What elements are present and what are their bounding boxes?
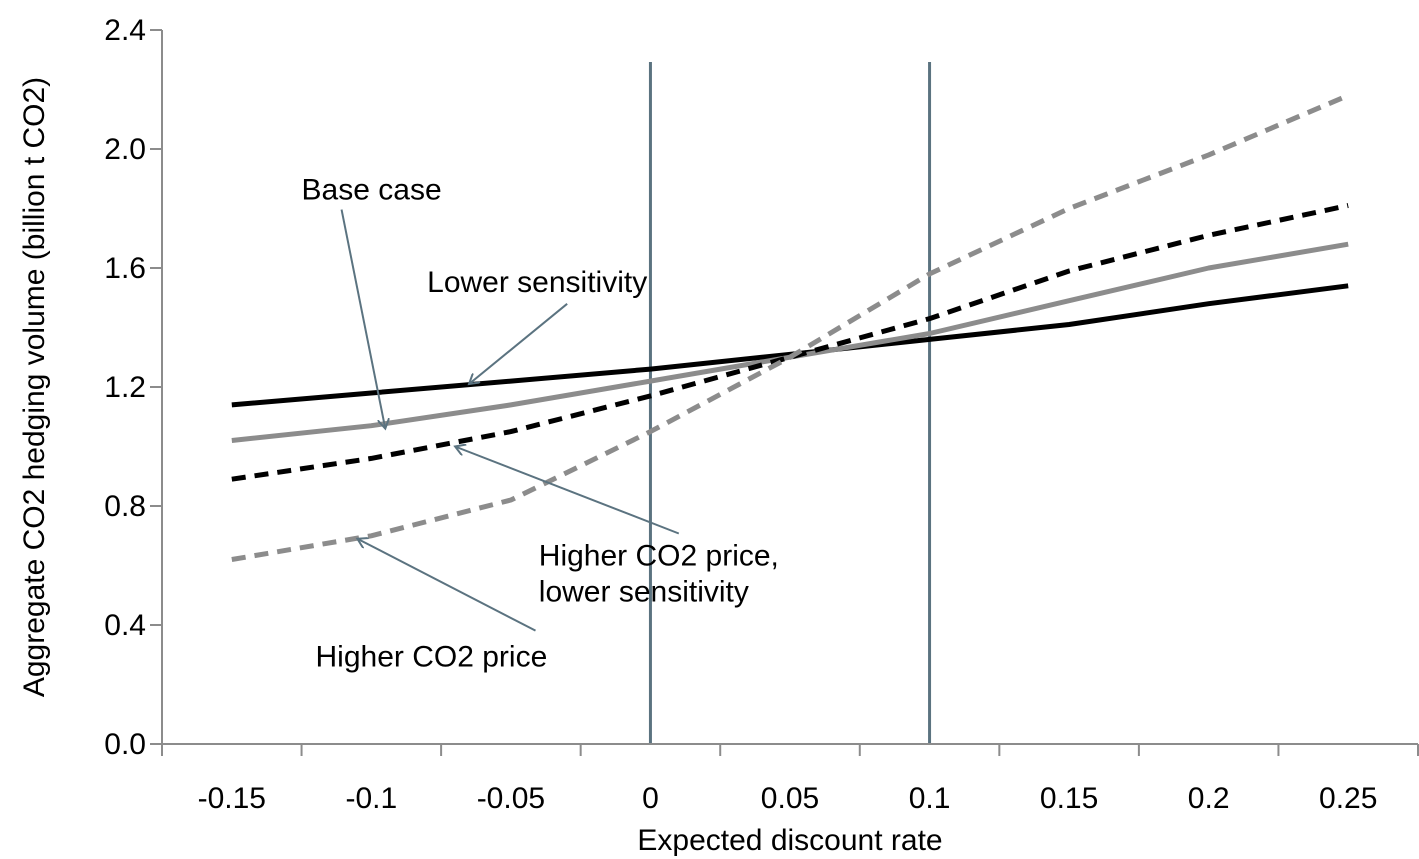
series-line-base-case (231, 241, 1349, 443)
series-line-lower-sensitivity (231, 283, 1349, 408)
x-axis-title: Expected discount rate (637, 824, 942, 857)
annotation-arrow (340, 209, 386, 429)
y-tick-label: 1.6 (104, 252, 146, 285)
annotation-arrow (357, 539, 536, 632)
series-group (231, 93, 1350, 562)
y-tick-label: 0.8 (104, 490, 146, 523)
annotations: Base case Lower sensitivity Higher CO2 pri… (302, 174, 779, 674)
y-tick-label: 0.0 (104, 728, 146, 761)
annotation-arrow (469, 303, 568, 384)
annotation-label: Lower sensitivity (427, 266, 647, 299)
y-tick-label: 2.0 (104, 133, 146, 166)
x-tick-label: -0.1 (345, 782, 397, 815)
x-tick-label: 0.2 (1188, 782, 1230, 815)
x-tick-label: -0.05 (477, 782, 545, 815)
annotation-label: Higher CO2 price, lower sensitivity (539, 540, 779, 609)
x-tick-label: 0.1 (909, 782, 951, 815)
y-tick-label: 2.4 (104, 14, 146, 47)
y-tick-label: 1.2 (104, 371, 146, 404)
series-line-higher-co2-price (231, 93, 1350, 562)
annotation-label: Higher CO2 price (316, 641, 548, 674)
x-tick-label: -0.15 (198, 782, 266, 815)
x-tick-label: 0.25 (1319, 782, 1377, 815)
y-tick-label: 0.4 (104, 609, 146, 642)
y-axis-title: Aggregate CO2 hedging volume (billion t … (18, 77, 51, 697)
x-tick-label: 0.15 (1040, 782, 1098, 815)
x-tick-label: 0.05 (761, 782, 819, 815)
series-line-higher-co2-price-lower-sensitivity (231, 203, 1349, 482)
annotation-arrow (455, 447, 680, 535)
axes: 0.0 0.4 0.8 1.2 1.6 2.0 2.4 -0.15 -0.1 -0.05 0 0.05… (104, 14, 1419, 815)
annotation-label: Base case (302, 174, 442, 207)
reference-lines (648, 62, 932, 744)
x-tick-label: 0 (642, 782, 659, 815)
